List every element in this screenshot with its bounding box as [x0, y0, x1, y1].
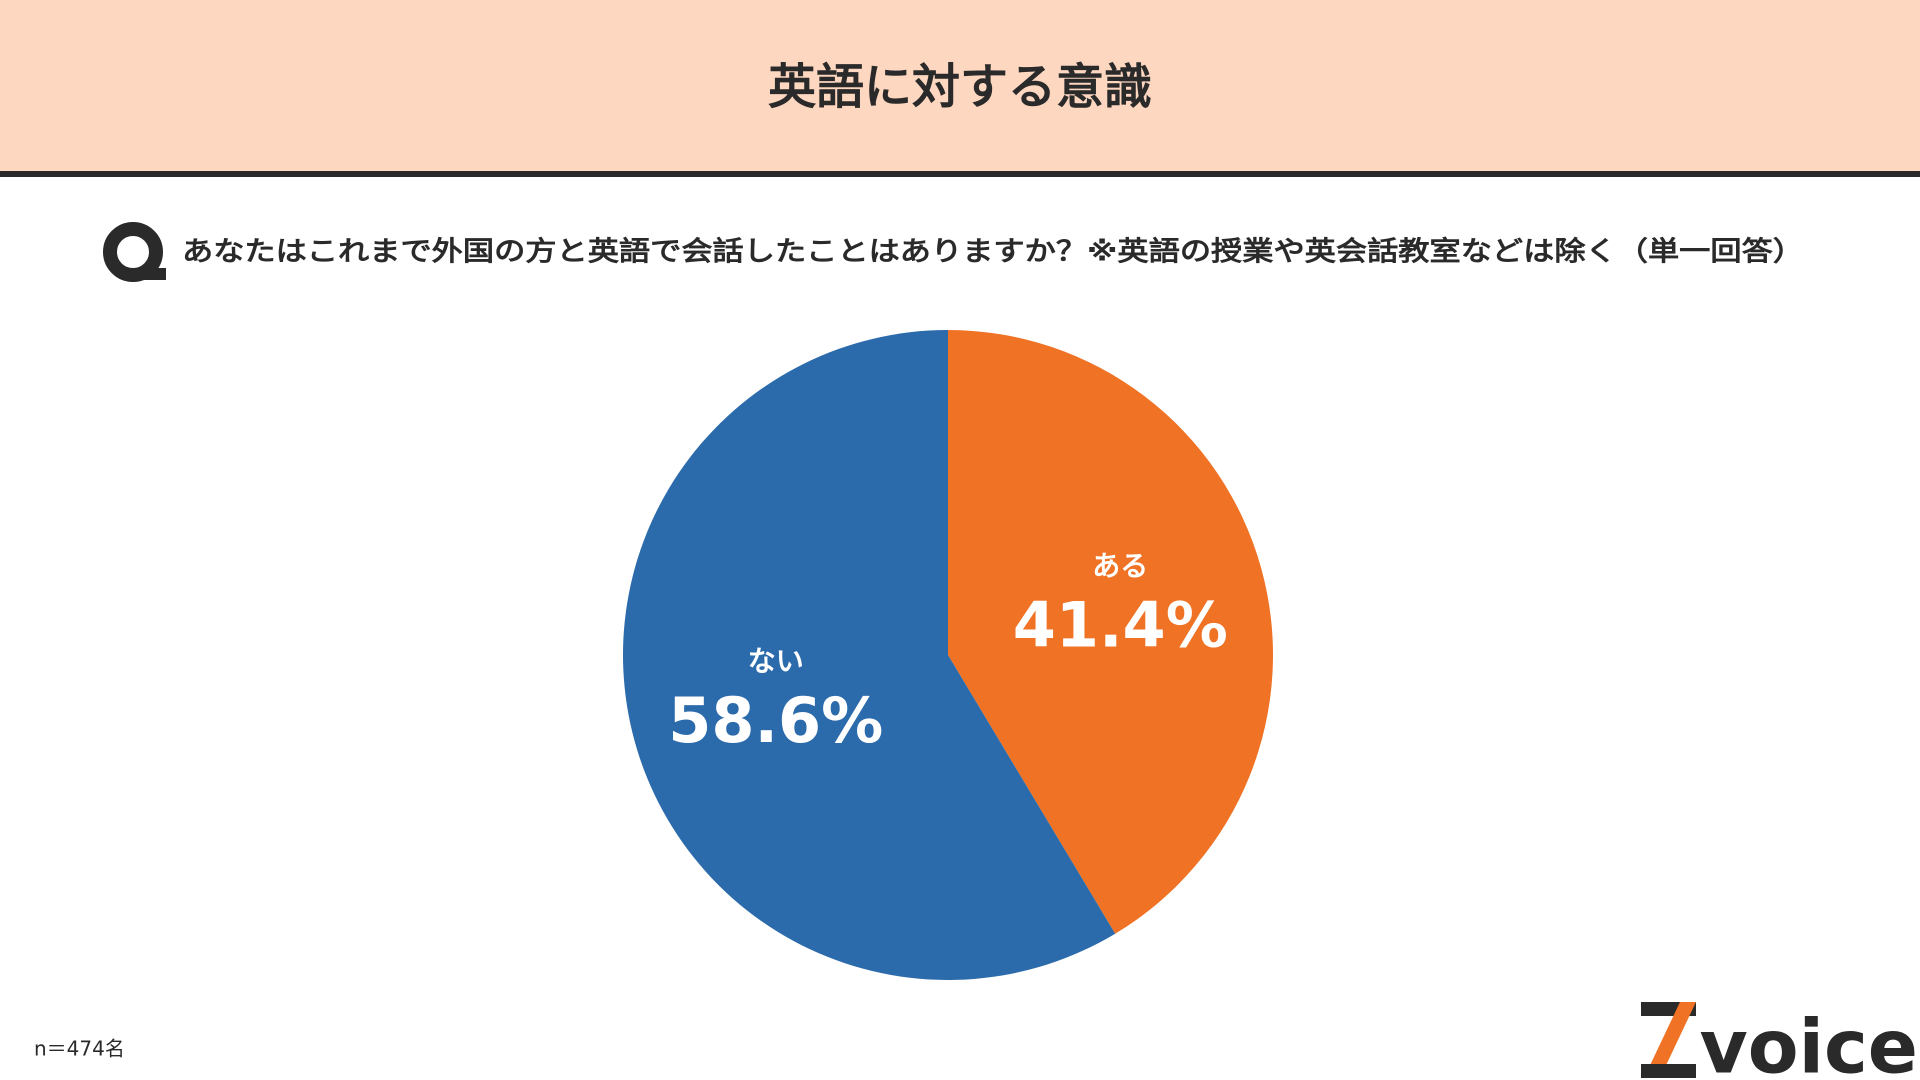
logo-mark [1641, 1002, 1696, 1078]
logo-text: voice [1700, 1005, 1919, 1080]
chart-title: 英語に対する意識 [768, 59, 1152, 115]
header-rule [0, 171, 1920, 177]
q-icon [103, 222, 166, 282]
question: あなたはこれまで外国の方と英語で会話したことはありますか？※英語の授業や英会話教… [182, 236, 1804, 268]
pie-slice [622, 330, 1116, 981]
header-band [0, 0, 1920, 172]
slice-value: 58.6% [668, 684, 883, 757]
slice-category: ない [748, 645, 804, 678]
pie-slice [948, 330, 1273, 934]
pie: ある 41.4% ない 58.6% [622, 330, 1273, 981]
slice-category: ある [1092, 549, 1148, 582]
slice-value: 41.4% [1013, 588, 1228, 661]
sample-note: n＝474名 [34, 1037, 125, 1061]
